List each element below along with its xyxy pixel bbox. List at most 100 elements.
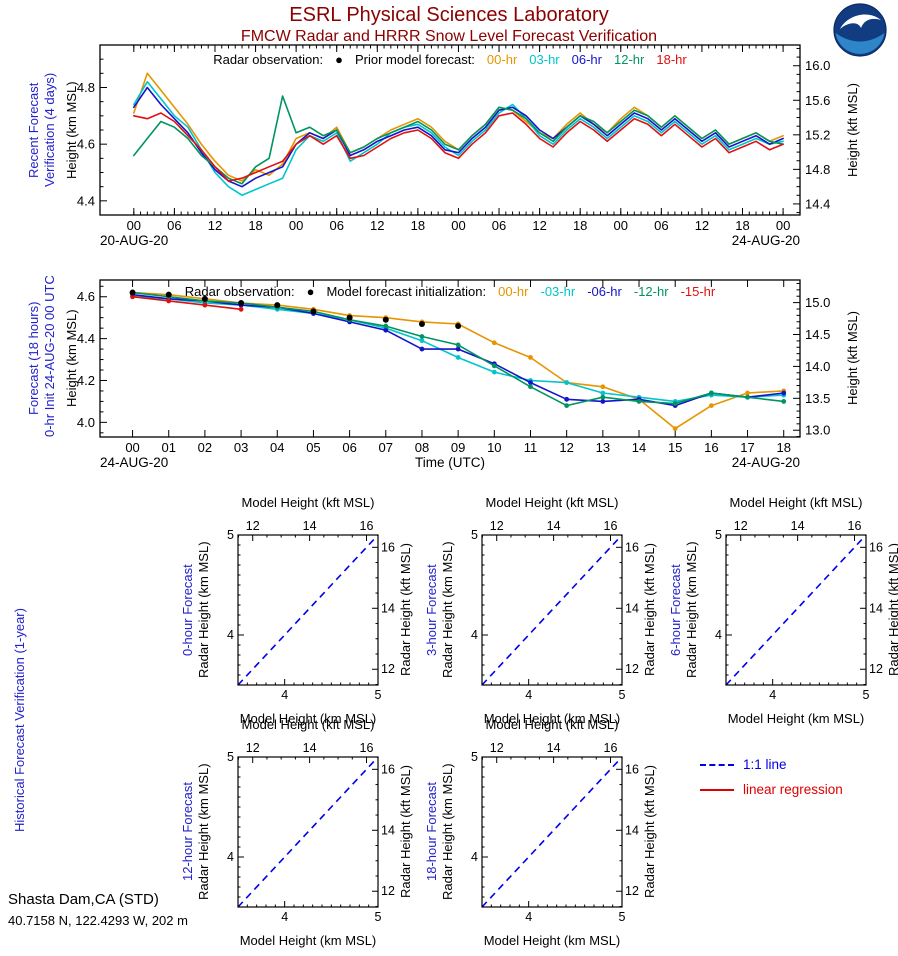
svg-text:5: 5 <box>227 750 234 764</box>
svg-text:5: 5 <box>619 688 626 702</box>
svg-text:20-AUG-20: 20-AUG-20 <box>100 233 168 248</box>
svg-text:12: 12 <box>370 218 384 233</box>
svg-text:18: 18 <box>411 218 425 233</box>
scatter-bottom-axis-title: Model Height (km MSL) <box>483 933 621 948</box>
scatter-left-axis-title: Radar Height (km MSL) <box>440 541 455 679</box>
svg-text:07: 07 <box>379 440 393 455</box>
forecast-side-label-line1: Forecast (18 hours) <box>26 301 41 416</box>
scatter-top-axis-title: Model Height (kft MSL) <box>729 495 863 510</box>
scatter-plot-12hr: 4 4 5 5 12 12 14 14 16 16 <box>227 741 395 924</box>
scatter-legend-item: 1:1 line <box>700 757 843 772</box>
svg-text:4: 4 <box>281 910 288 924</box>
scatter-right-axis-title: Radar Height (kft MSL) <box>886 543 898 677</box>
scatter-right-axis-title: Radar Height (kft MSL) <box>642 543 657 677</box>
svg-text:4: 4 <box>525 688 532 702</box>
svg-text:14.4: 14.4 <box>805 196 830 211</box>
svg-text:4.2: 4.2 <box>77 373 95 388</box>
svg-text:16: 16 <box>625 762 639 776</box>
svg-text:4: 4 <box>715 628 722 642</box>
svg-text:06: 06 <box>167 218 181 233</box>
scatter-title-18hr: 18-hour Forecast <box>424 782 439 882</box>
svg-text:16: 16 <box>869 540 883 554</box>
svg-text:00: 00 <box>125 440 139 455</box>
svg-text:14.8: 14.8 <box>805 162 830 177</box>
legend-series-label: -03-hr <box>540 284 576 299</box>
svg-text:4.0: 4.0 <box>77 415 95 430</box>
svg-text:24-AUG-20: 24-AUG-20 <box>732 455 800 470</box>
svg-text:16: 16 <box>604 519 618 533</box>
svg-text:12: 12 <box>532 218 546 233</box>
svg-text:14: 14 <box>381 601 395 615</box>
svg-text:5: 5 <box>227 528 234 542</box>
scatter-left-axis-title: Radar Height (km MSL) <box>684 541 699 679</box>
scatter-right-axis-title: Radar Height (kft MSL) <box>398 765 413 899</box>
svg-text:4: 4 <box>471 628 478 642</box>
svg-text:17: 17 <box>740 440 754 455</box>
forecast-side-label-line2: 0-hr Init 24-AUG-20 00 UTC <box>42 275 57 437</box>
legend-group-label: Model forecast initialization: <box>326 284 487 299</box>
svg-text:16: 16 <box>604 741 618 755</box>
svg-text:4.6: 4.6 <box>77 289 95 304</box>
scatter-left-axis-title: Radar Height (km MSL) <box>440 763 455 901</box>
scatter-unit-0hr: Model Height (kft MSL) 0-hour Forecast R… <box>176 495 436 735</box>
page-title: ESRL Physical Sciences Laboratory <box>289 4 609 26</box>
svg-text:18: 18 <box>776 440 790 455</box>
svg-text:14: 14 <box>625 823 639 837</box>
svg-text:12: 12 <box>208 218 222 233</box>
svg-text:13.5: 13.5 <box>805 391 830 406</box>
svg-text:15.6: 15.6 <box>805 93 830 108</box>
svg-text:00: 00 <box>776 218 790 233</box>
svg-text:18: 18 <box>573 218 587 233</box>
legend-series-label: -15-hr <box>680 284 716 299</box>
svg-text:16: 16 <box>848 519 862 533</box>
page-subtitle: FMCW Radar and HRRR Snow Level Forecast … <box>240 28 658 45</box>
scatter-title-6hr: 6-hour Forecast <box>668 564 683 656</box>
svg-text:5: 5 <box>863 688 870 702</box>
svg-text:4.4: 4.4 <box>77 193 95 208</box>
scatter-legend-label: 1:1 line <box>743 757 787 772</box>
svg-text:12: 12 <box>381 662 395 676</box>
svg-text:12: 12 <box>625 884 639 898</box>
svg-text:4: 4 <box>525 910 532 924</box>
scatter-top-axis-title: Model Height (kft MSL) <box>241 495 375 510</box>
noaa-logo <box>833 3 887 57</box>
svg-text:24-AUG-20: 24-AUG-20 <box>100 455 168 470</box>
svg-text:18: 18 <box>248 218 262 233</box>
regression-line-sample <box>700 788 734 791</box>
svg-text:06: 06 <box>492 218 506 233</box>
scatter-legend-label: linear regression <box>743 782 843 797</box>
scatter-unit-18hr: Model Height (kft MSL) 18-hour Forecast … <box>420 717 680 956</box>
scatter-unit-3hr: Model Height (kft MSL) 3-hour Forecast R… <box>420 495 680 735</box>
station-coords: 40.7158 N, 122.4293 W, 202 m <box>8 913 188 928</box>
svg-text:12: 12 <box>490 741 504 755</box>
radar-observation-marker: ● <box>306 284 315 299</box>
one-to-one-line-sample <box>700 763 734 766</box>
svg-text:12: 12 <box>246 741 260 755</box>
svg-text:14: 14 <box>632 440 646 455</box>
svg-text:14: 14 <box>303 519 317 533</box>
scatter-plot-3hr: 4 4 5 5 12 12 14 14 16 16 <box>471 519 639 702</box>
svg-text:5: 5 <box>375 688 382 702</box>
svg-text:16: 16 <box>704 440 718 455</box>
svg-text:12: 12 <box>559 440 573 455</box>
svg-text:00: 00 <box>127 218 141 233</box>
scatter-plot-0hr: 4 4 5 5 12 12 14 14 16 16 <box>227 519 395 702</box>
svg-text:06: 06 <box>654 218 668 233</box>
scatter-bottom-axis-title: Model Height (km MSL) <box>727 711 865 726</box>
svg-text:4: 4 <box>281 688 288 702</box>
svg-text:5: 5 <box>619 910 626 924</box>
svg-text:4.4: 4.4 <box>77 331 95 346</box>
scatter-bottom-axis-title: Model Height (km MSL) <box>239 711 377 726</box>
svg-text:10: 10 <box>487 440 501 455</box>
scatter-unit-12hr: Model Height (kft MSL) 12-hour Forecast … <box>176 717 436 956</box>
svg-text:4.6: 4.6 <box>77 137 95 152</box>
svg-text:14: 14 <box>303 741 317 755</box>
svg-text:01: 01 <box>161 440 175 455</box>
svg-text:08: 08 <box>415 440 429 455</box>
scatter-plot-18hr: 4 4 5 5 12 12 14 14 16 16 <box>471 741 639 924</box>
svg-text:4: 4 <box>471 850 478 864</box>
svg-text:02: 02 <box>198 440 212 455</box>
svg-text:12: 12 <box>695 218 709 233</box>
svg-text:14: 14 <box>625 601 639 615</box>
